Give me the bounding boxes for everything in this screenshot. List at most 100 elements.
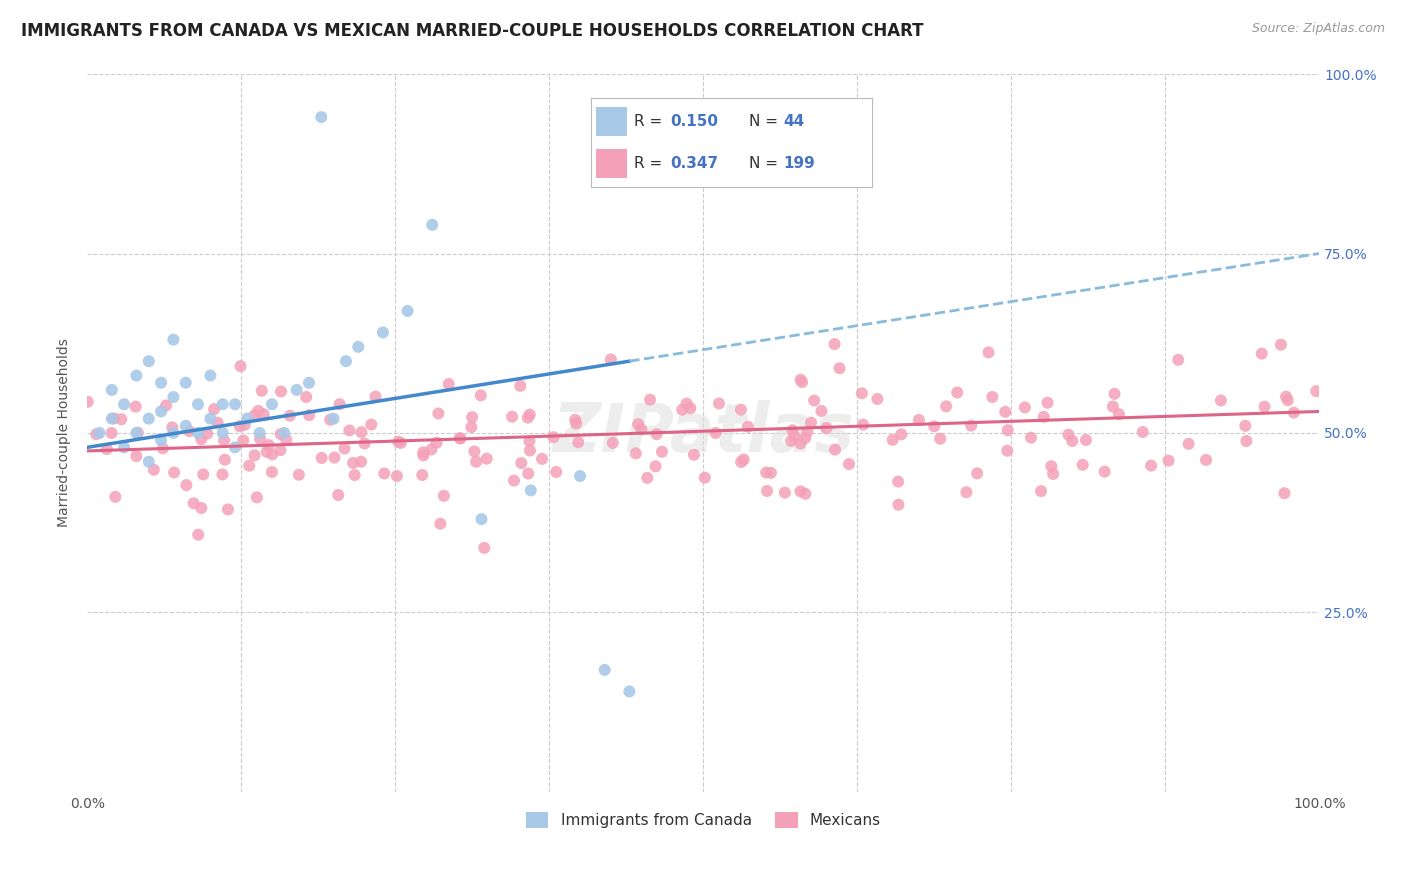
Point (887, 475, 910, 489)
Point (385, 469, 408, 483)
Text: ZIPatlas: ZIPatlas (553, 400, 855, 466)
Point (1209, 393, 1232, 408)
Point (1042, 467, 1064, 481)
Point (966, 467, 988, 481)
Point (295, 390, 318, 404)
Point (627, 417, 650, 432)
Point (815, 421, 838, 435)
Point (396, 304, 419, 318)
Point (733, 452, 755, 467)
Point (737, 419, 759, 434)
Point (427, 407, 450, 421)
Point (730, 455, 752, 469)
Point (257, 438, 280, 452)
Point (350, 455, 373, 469)
Point (543, 430, 565, 444)
Point (364, 390, 387, 404)
Point (520, 483, 543, 498)
Point (288, 467, 311, 482)
Point (298, 408, 321, 422)
Point (110, 412, 132, 426)
Point (955, 485, 977, 500)
Point (890, 427, 912, 442)
Point (371, 326, 394, 340)
Point (704, 425, 727, 440)
Point (546, 465, 568, 479)
Point (887, 498, 910, 512)
Point (142, 463, 165, 477)
Point (994, 405, 1017, 419)
Point (319, 413, 342, 427)
Point (470, 388, 492, 402)
Point (138, 411, 160, 425)
Point (256, 445, 278, 459)
Point (124, 400, 146, 414)
Point (1274, 486, 1296, 500)
Point (217, 502, 239, 516)
Text: 0.347: 0.347 (671, 156, 718, 171)
Point (997, 423, 1019, 437)
Point (335, 354, 357, 368)
Point (179, 424, 201, 438)
Point (96, 442, 118, 456)
Point (651, 444, 673, 458)
Point (599, 352, 621, 367)
Point (567, 435, 589, 450)
Point (794, 487, 817, 501)
Point (960, 418, 983, 433)
Point (224, 441, 246, 455)
Point (187, 425, 209, 440)
Y-axis label: Married-couple Households: Married-couple Households (58, 339, 72, 527)
Point (236, 411, 259, 425)
Point (981, 390, 1004, 404)
Point (519, 443, 541, 458)
Point (1277, 393, 1299, 408)
Point (790, 375, 813, 389)
Point (1167, 352, 1189, 367)
Point (412, 445, 434, 459)
Point (155, 399, 177, 413)
Point (824, 337, 846, 351)
Text: 44: 44 (783, 114, 804, 129)
Point (250, 384, 273, 398)
Point (200, 411, 222, 425)
Point (190, 501, 212, 516)
Point (796, 425, 818, 439)
Point (278, 409, 301, 423)
Point (193, 467, 215, 482)
Point (232, 434, 254, 448)
Point (174, 376, 197, 390)
Point (433, 489, 456, 503)
Point (412, 449, 434, 463)
Point (125, 368, 148, 383)
Point (311, 450, 333, 465)
Point (977, 345, 1000, 359)
Point (1104, 387, 1126, 401)
Point (329, 397, 352, 411)
Point (810, 404, 832, 418)
Point (693, 470, 716, 484)
Point (429, 516, 451, 531)
Point (425, 435, 447, 450)
Point (1102, 400, 1125, 414)
Point (420, 442, 443, 457)
Point (1234, 418, 1257, 433)
Bar (596, 107, 627, 136)
Point (389, 436, 412, 450)
Point (233, 417, 256, 432)
Point (619, 684, 641, 698)
Point (1029, 484, 1052, 499)
Point (125, 425, 148, 440)
Point (783, 429, 806, 443)
Point (339, 424, 361, 438)
Point (229, 359, 252, 373)
Point (411, 468, 433, 483)
Point (638, 392, 661, 407)
Point (946, 385, 969, 400)
Point (211, 467, 233, 482)
Point (449, 431, 471, 445)
Point (593, 663, 616, 677)
Point (935, 400, 957, 414)
Text: N =: N = (749, 156, 783, 171)
Point (789, 436, 811, 450)
